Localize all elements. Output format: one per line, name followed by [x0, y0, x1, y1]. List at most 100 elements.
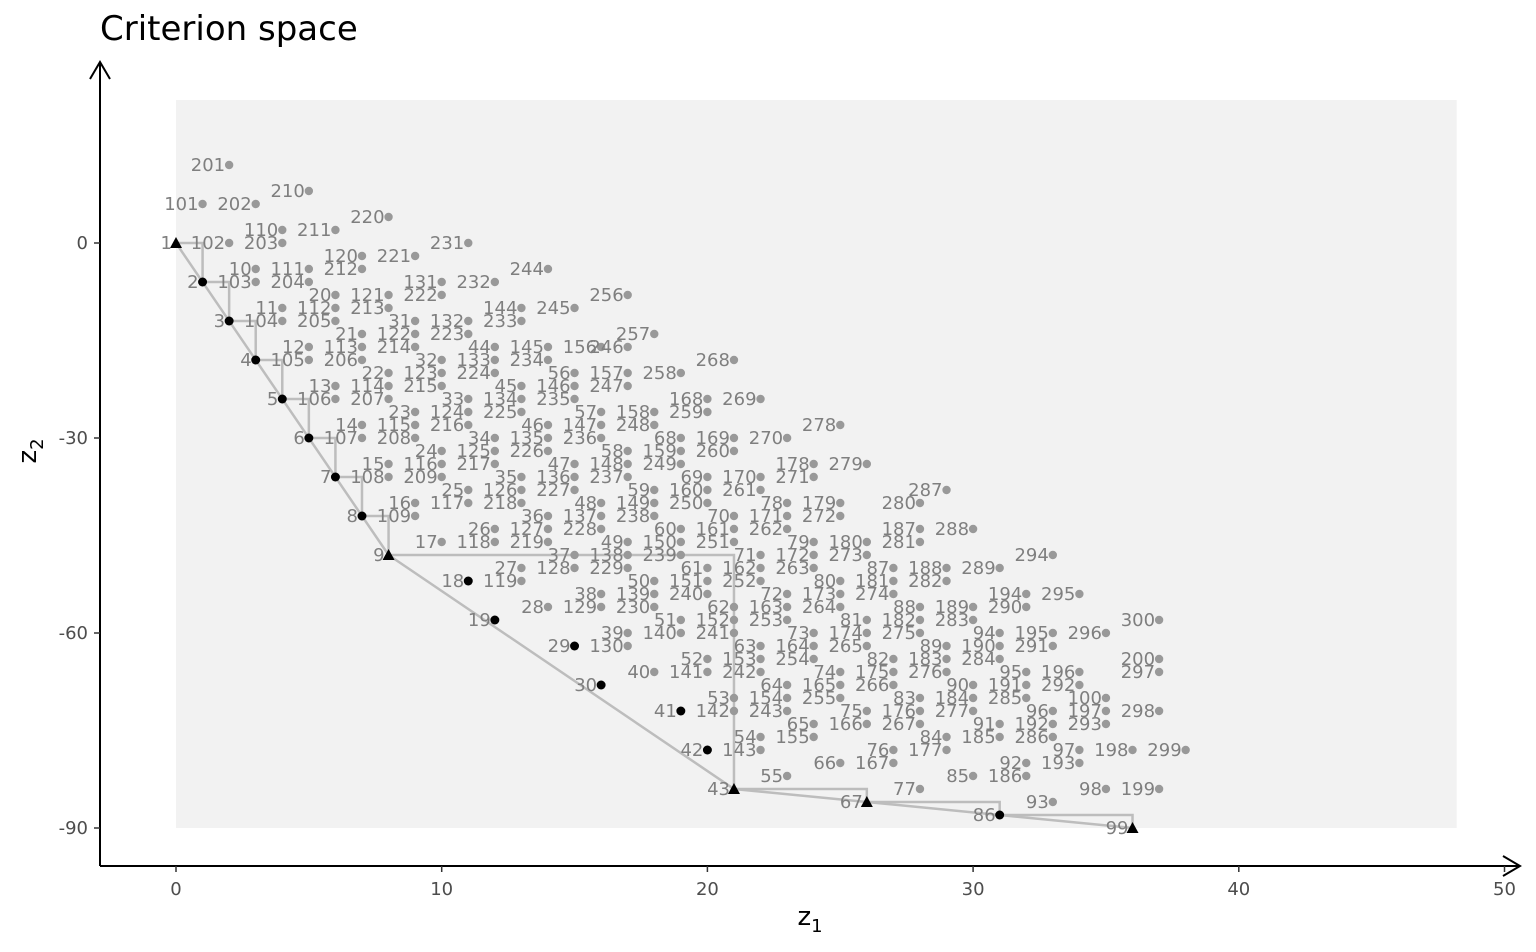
point-271	[809, 472, 818, 482]
point-label: 44	[468, 337, 491, 358]
point-51	[676, 615, 686, 625]
point-label: 91	[973, 714, 996, 735]
point-128	[570, 563, 579, 573]
point-label: 141	[669, 662, 703, 683]
point-71	[756, 550, 765, 560]
point-label: 146	[536, 376, 570, 397]
point-label: 258	[642, 363, 676, 384]
point-label: 53	[707, 688, 730, 709]
point-label: 78	[760, 493, 783, 514]
point-label: 103	[217, 272, 251, 293]
point-114	[384, 381, 393, 391]
point-label: 179	[802, 493, 836, 514]
point-199	[1154, 784, 1164, 794]
nondominated-point-label: 8	[347, 506, 358, 527]
point-75	[862, 706, 872, 716]
point-label: 94	[973, 623, 996, 644]
point-189	[968, 602, 978, 612]
point-label: 276	[908, 662, 942, 683]
point-127	[543, 524, 553, 534]
point-81	[862, 615, 872, 625]
point-161	[729, 524, 739, 534]
nondominated-point-86	[995, 810, 1005, 820]
point-label: 255	[802, 688, 836, 709]
point-label: 37	[548, 545, 571, 566]
point-label: 234	[510, 350, 544, 371]
point-263	[809, 563, 818, 573]
extreme-point-9	[382, 549, 395, 560]
point-134	[517, 394, 526, 404]
point-247	[623, 381, 632, 391]
point-label: 216	[430, 415, 464, 436]
point-label: 58	[601, 441, 624, 462]
point-label: 21	[335, 324, 358, 345]
point-label: 247	[589, 376, 623, 397]
point-label: 261	[722, 480, 756, 501]
point-label: 193	[1041, 753, 1075, 774]
point-210	[304, 186, 314, 196]
point-label: 268	[696, 350, 730, 371]
point-80	[836, 576, 845, 586]
point-154	[782, 693, 792, 703]
point-163	[782, 602, 792, 612]
point-label: 202	[217, 194, 251, 215]
point-label: 57	[574, 402, 597, 423]
point-298	[1154, 706, 1164, 716]
point-244	[543, 264, 553, 274]
point-label: 160	[669, 480, 703, 501]
point-62	[729, 602, 739, 612]
point-label: 235	[536, 389, 570, 410]
point-label: 223	[430, 324, 464, 345]
nondominated-point-8	[357, 511, 367, 521]
point-label: 155	[775, 727, 809, 748]
point-186	[1022, 771, 1031, 781]
point-10	[251, 264, 260, 274]
point-label: 154	[749, 688, 783, 709]
nondominated-point-18	[463, 576, 473, 586]
point-85	[968, 771, 978, 781]
point-label: 242	[722, 662, 756, 683]
point-273	[862, 550, 872, 560]
point-label: 280	[882, 493, 916, 514]
point-label: 254	[775, 649, 809, 670]
x-tick-label: 30	[962, 879, 985, 900]
point-222	[437, 290, 446, 300]
y-tick-label: -30	[59, 428, 88, 449]
y-axis-label-main: z	[13, 450, 43, 464]
x-tick-label: 40	[1227, 879, 1250, 900]
point-185	[995, 732, 1004, 742]
point-46	[543, 420, 553, 430]
point-183	[942, 654, 951, 664]
point-label: 263	[775, 558, 809, 579]
point-295	[1075, 589, 1084, 599]
x-tick-label: 10	[430, 879, 453, 900]
point-274	[889, 589, 898, 599]
nondominated-point-3	[224, 316, 234, 326]
point-197	[1101, 706, 1111, 716]
point-70	[729, 511, 739, 521]
point-label: 267	[882, 714, 916, 735]
point-label: 281	[882, 532, 916, 553]
point-297	[1154, 667, 1164, 677]
point-label: 150	[642, 532, 676, 553]
point-170	[756, 472, 765, 482]
point-291	[1048, 641, 1058, 651]
point-82	[889, 654, 898, 664]
point-label: 197	[1068, 701, 1102, 722]
nondominated-point-label: 42	[680, 740, 703, 761]
point-label: 79	[787, 532, 810, 553]
point-149	[650, 498, 659, 508]
nondominated-point-label: 19	[468, 610, 491, 631]
point-160	[703, 485, 712, 495]
point-label: 210	[270, 181, 304, 202]
point-label: 228	[563, 519, 597, 540]
point-label: 208	[377, 428, 411, 449]
point-122	[410, 329, 420, 339]
point-162	[756, 563, 765, 573]
point-label: 198	[1094, 740, 1128, 761]
extreme-point-99	[1126, 822, 1139, 833]
x-axis-label-main: z	[797, 902, 811, 932]
point-14	[357, 420, 367, 430]
point-label: 28	[521, 597, 544, 618]
